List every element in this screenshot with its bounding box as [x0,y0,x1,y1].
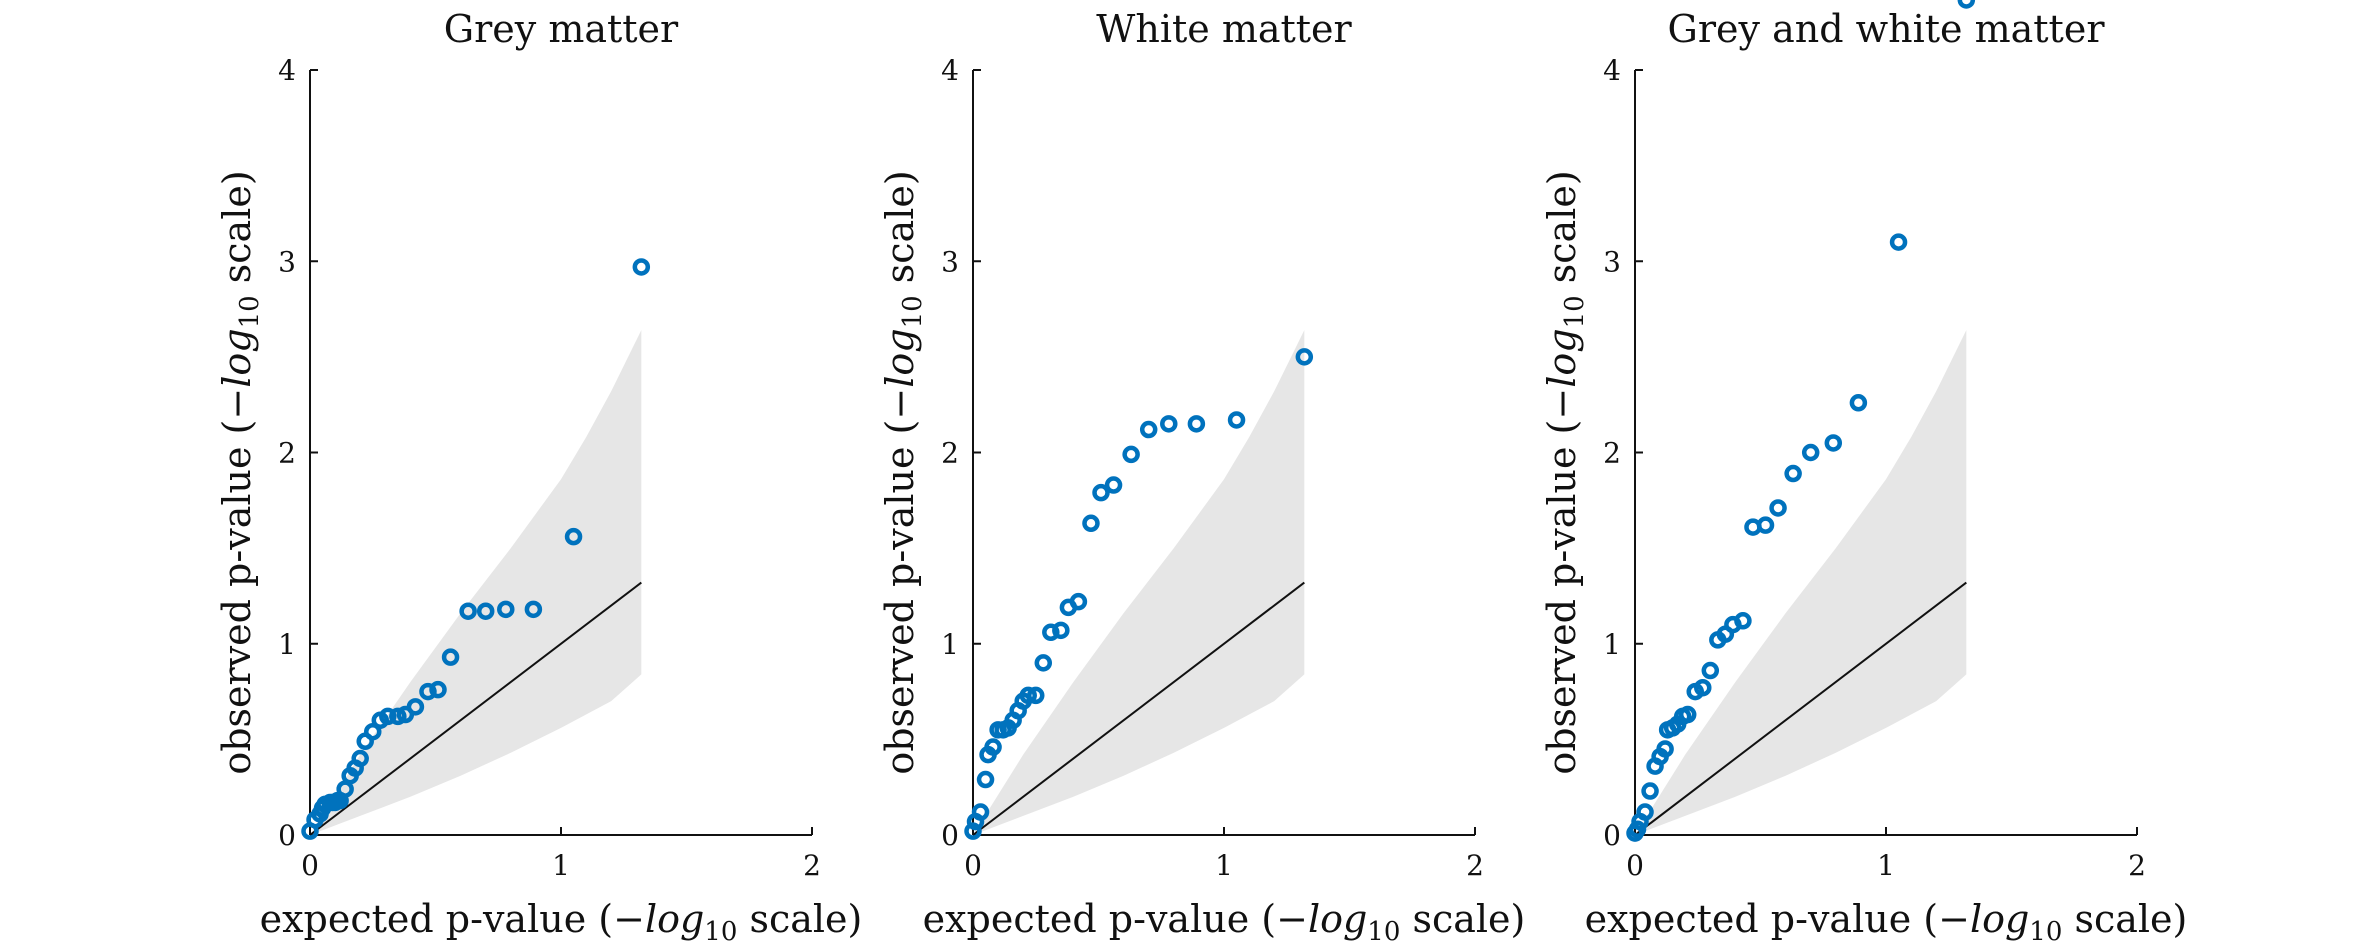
y-tick-label: 3 [278,245,296,278]
x-tick-label: 0 [964,849,982,882]
data-point [441,648,460,666]
x-tick-label: 1 [1215,849,1233,882]
y-tick-label: 0 [278,819,296,852]
y-tick-label: 4 [1603,54,1621,87]
data-point [1122,445,1140,464]
data-point [1139,420,1158,439]
data-point [364,722,382,741]
y-tick-label: 4 [941,54,959,87]
y-tick-label: 3 [1603,245,1621,278]
x-tick-label: 1 [552,849,570,882]
confidence-band [310,330,642,835]
y-tick-label: 4 [278,54,296,87]
data-point [976,770,995,789]
data-point [1769,499,1787,517]
data-point [1701,661,1720,680]
qq-panel-3: 0 1 2 3 4 0 1 2 Grey and white matter expected p-… [1540,0,2187,945]
reference-line [972,581,1305,836]
data-point [984,738,1002,756]
y-axis-label: observed p-value (−log10 scale) [878,170,928,774]
x-tick-label: 0 [1626,849,1644,882]
data-point [459,602,477,620]
data-point [1227,411,1246,429]
data-point [1636,803,1654,821]
y-tick-label: 1 [278,628,296,661]
data-point [1092,483,1110,502]
data-point [1069,592,1088,611]
y-tick-label: 2 [278,437,296,470]
qq-panel-2: 0 1 2 3 4 0 1 2 White matter expected p-value (−l… [878,7,1525,945]
y-axis-label: observed p-value (−log10 scale) [215,170,265,774]
data-point [419,682,437,701]
data-point [1160,415,1178,433]
data-point [389,707,407,726]
chart-title: White matter [1096,7,1352,51]
y-tick-label: 0 [1603,819,1621,852]
data-point [351,749,369,768]
y-tick-label: 2 [1603,437,1621,470]
data-point [1295,348,1314,366]
data-point [497,600,515,619]
y-axis-label: observed p-value (−log10 scale) [1540,170,1590,774]
data-point [1019,686,1037,705]
data-point [1641,782,1659,800]
data-point [1104,476,1123,494]
x-axis-label: expected p-value (−log10 scale) [260,897,863,945]
x-tick-label: 2 [803,849,821,882]
y-tick-label: 1 [1603,628,1621,661]
data-point [1957,0,1976,9]
data-point [1034,654,1053,672]
reference-line [1634,581,1967,836]
data-point [429,680,447,699]
data-point [971,803,990,821]
confidence-band [1635,330,1967,835]
confidence-band [973,330,1305,835]
data-point [1082,514,1100,533]
x-axis-label: expected p-value (−log10 scale) [923,897,1526,945]
data-point [1824,434,1843,452]
x-tick-label: 1 [1877,849,1895,882]
data-point [1042,623,1060,642]
y-tick-label: 0 [941,819,959,852]
data-point [379,707,397,726]
x-tick-label: 2 [2128,849,2146,882]
data-point [476,602,495,620]
data-point [1784,464,1802,483]
reference-line [309,581,642,836]
x-axis-label: expected p-value (−log10 scale) [1585,897,2188,945]
x-tick-label: 2 [1466,849,1484,882]
data-point [406,698,425,716]
y-tick-label: 3 [941,245,959,278]
data-point [1889,233,1908,251]
data-point [1801,443,1820,462]
data-point [1849,394,1868,412]
chart-title: Grey and white matter [1668,7,2106,51]
data-point [1187,415,1206,433]
qq-panel-1: 0 1 2 3 4 0 1 2 Grey matter expected p-value (−lo… [215,7,862,945]
x-tick-label: 0 [301,849,319,882]
data-point [632,258,651,276]
y-tick-label: 1 [941,628,959,661]
data-point [564,527,583,546]
data-point [1678,705,1697,724]
data-point [1052,621,1070,640]
data-point [1656,740,1674,758]
data-point [1734,612,1752,630]
data-point [1756,516,1775,534]
data-point [524,600,543,619]
data-point [1027,686,1045,705]
data-point [964,822,982,840]
chart-title: Grey matter [444,7,679,51]
y-tick-label: 2 [941,437,959,470]
data-point [1694,678,1712,697]
